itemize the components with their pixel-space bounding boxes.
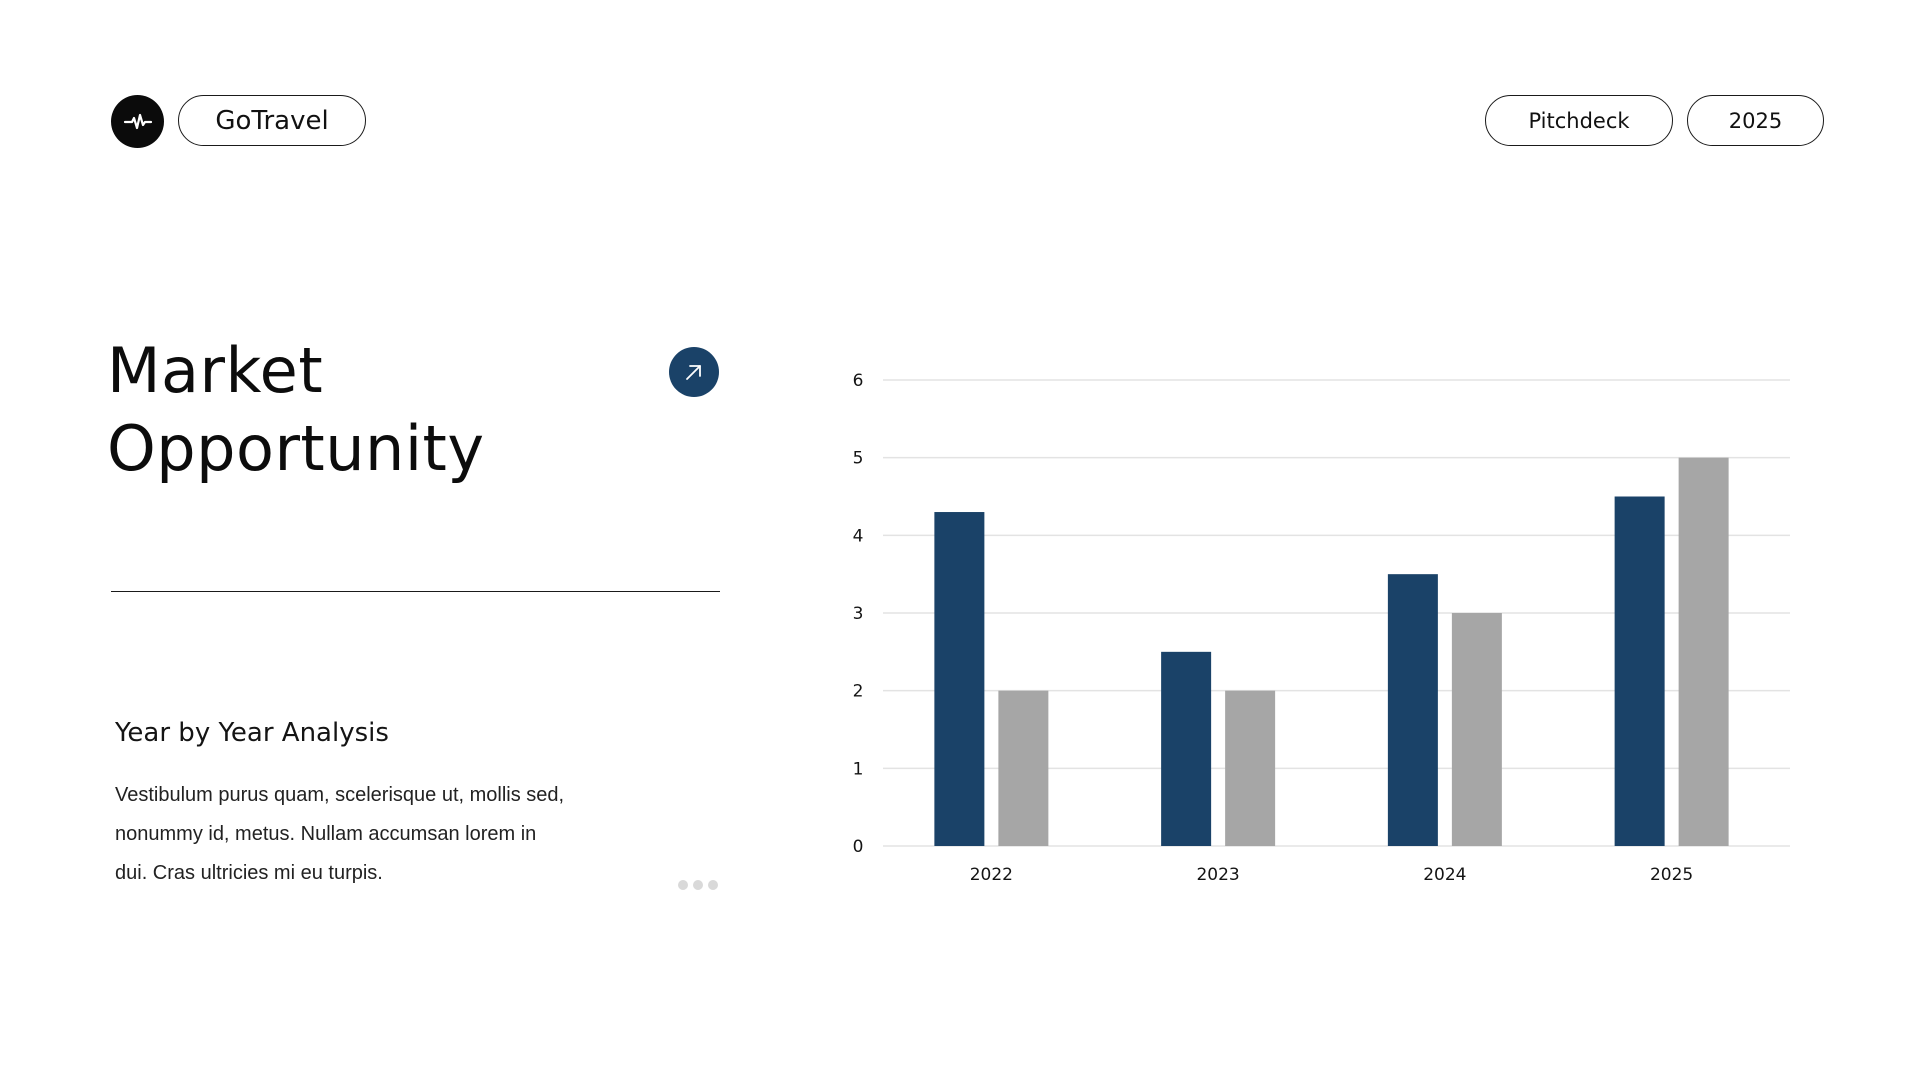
y-tick-label: 5 [853,449,864,469]
y-tick-label: 4 [853,526,864,546]
bar-chart: 0 1 2 3 4 5 6 2022 2023 2024 2025 [853,371,1790,885]
y-tick-label: 2 [853,682,864,702]
y-tick-label: 3 [853,604,864,624]
bar-series-2 [1451,613,1502,846]
x-tick-label: 2025 [1650,865,1693,885]
y-tick-label: 0 [853,837,864,857]
heartbeat-icon [123,113,152,129]
arrow-button[interactable] [669,347,719,397]
body-text: Vestibulum purus quam, scelerisque ut, m… [115,784,565,884]
logo[interactable] [111,95,164,148]
title-line-1: Market [107,334,324,407]
bar-series-2 [998,690,1049,846]
bar-series-1 [934,512,985,846]
x-tick-label: 2023 [1196,865,1239,885]
more-icon[interactable] [678,880,718,890]
dot [678,880,688,890]
bar-series-1 [1614,496,1665,846]
divider [111,591,720,592]
section-subheading: Year by Year Analysis [115,718,389,748]
y-tick-label: 6 [853,371,864,391]
title-line-2: Opportunity [107,412,485,485]
page-title: Market Opportunity [107,332,485,488]
bar-series-1 [1387,574,1438,846]
pitchdeck-pill[interactable]: Pitchdeck [1485,95,1673,146]
arrow-up-right-icon [686,365,701,380]
bar-series-1 [1161,651,1212,846]
brand-pill[interactable]: GoTravel [178,95,366,146]
x-tick-label: 2022 [970,865,1013,885]
dot [693,880,703,890]
x-tick-label: 2024 [1423,865,1466,885]
dot [708,880,718,890]
year-pill[interactable]: 2025 [1687,95,1824,146]
bar-series-2 [1678,457,1729,846]
bar-series-2 [1225,690,1276,846]
y-tick-label: 1 [853,759,864,779]
